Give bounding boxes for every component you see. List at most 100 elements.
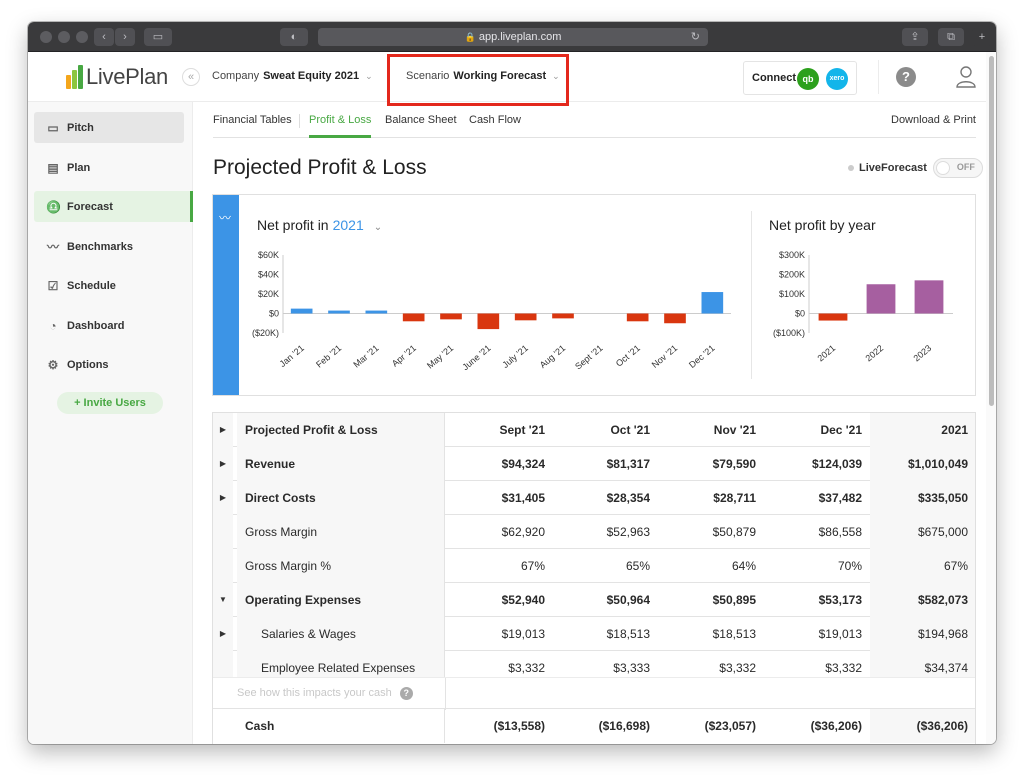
tabs-overview-icon[interactable]: ⧉	[938, 28, 964, 46]
cash-label: Cash	[237, 709, 445, 743]
tab-cash-flow[interactable]: Cash Flow	[469, 114, 521, 126]
sidebar-item-plan[interactable]: ▤ Plan	[34, 152, 184, 183]
bar	[440, 313, 462, 320]
chevron-down-icon[interactable]: ⌄	[373, 222, 383, 233]
expand-arrow-icon[interactable]: ▼	[213, 583, 233, 617]
expand-arrow-icon[interactable]: ▶	[213, 481, 233, 515]
y-tick-label: ($20K)	[252, 328, 279, 338]
expand-arrow-icon[interactable]	[213, 651, 233, 685]
table-row[interactable]: Gross Margin $62,920 $52,963 $50,879 $86,558…	[213, 515, 975, 549]
quickbooks-icon[interactable]: qb	[797, 68, 819, 90]
collapse-sidebar-icon[interactable]: «	[182, 68, 200, 86]
download-print-link[interactable]: Download & Print	[891, 114, 976, 126]
tab-balance-sheet[interactable]: Balance Sheet	[385, 114, 457, 126]
table-row[interactable]: ▼ Operating Expenses $52,940 $50,964 $50,895…	[213, 583, 975, 617]
liveplan-logo[interactable]: LivePlan	[66, 64, 168, 90]
company-selector[interactable]: Company Sweat Equity 2021 ⌄	[212, 70, 373, 82]
expand-arrow-icon[interactable]: ▶	[213, 447, 233, 481]
y-tick-label: $0	[269, 309, 279, 319]
help-icon[interactable]: ?	[399, 687, 413, 700]
document-icon: ▤	[47, 160, 59, 175]
tab-financial-tables[interactable]: Financial Tables	[213, 114, 292, 126]
expand-arrow-icon[interactable]: ▶	[213, 413, 233, 447]
x-tick-label: 2021	[816, 343, 838, 364]
row-label: Direct Costs	[237, 481, 445, 515]
cell-value: $19,013	[501, 627, 545, 641]
bar	[552, 313, 574, 319]
expand-arrow-icon[interactable]	[213, 549, 233, 583]
cash-impact-text: See how this impacts your cash?	[237, 687, 413, 700]
row-label: Salaries & Wages	[237, 617, 445, 651]
y-tick-label: $60K	[258, 250, 279, 260]
cell-value: $28,711	[713, 491, 756, 505]
xero-icon[interactable]: xero	[826, 68, 848, 90]
connect-panel[interactable]: Connect qb xero	[743, 61, 857, 95]
column-header: Nov '21	[713, 423, 756, 437]
bar	[914, 280, 944, 314]
cash-impact-hint[interactable]: See how this impacts your cash?	[213, 677, 975, 710]
sidebar-item-benchmarks[interactable]: 〰 Benchmarks	[34, 231, 184, 262]
table-row[interactable]: ▶ Revenue $94,324 $81,317 $79,590 $124,039 $1,…	[213, 447, 975, 481]
sidebar-item-label: Schedule	[67, 279, 116, 292]
table-row[interactable]: Gross Margin % 67% 65% 64% 70% 67%	[213, 549, 975, 583]
back-icon[interactable]: ‹	[94, 28, 114, 46]
yearly-chart-title: Net profit by year	[769, 217, 876, 233]
reload-icon[interactable]: ↻	[690, 31, 700, 43]
expand-arrow-icon[interactable]	[213, 515, 233, 549]
close-window-button[interactable]	[40, 31, 52, 43]
sidebar-toggle-icon[interactable]: ▭	[144, 28, 172, 46]
table-header-row[interactable]: ▶ Projected Profit & Loss Sept '21 Oct '21 N…	[213, 413, 975, 447]
scenario-selector[interactable]: Scenario Working Forecast ⌄	[406, 70, 560, 82]
x-tick-label: May '21	[425, 343, 455, 371]
sidebar-item-dashboard[interactable]: ◔ Dashboard	[34, 310, 184, 341]
liveforecast-control: LiveForecast OFF	[848, 158, 983, 178]
browser-toolbar: ‹ › ▭ ◐ 🔒 app.liveplan.com ↻ ⇪ ⧉ +	[28, 22, 996, 52]
expand-arrow-icon[interactable]: ▶	[213, 617, 233, 651]
scrollbar-thumb[interactable]	[989, 56, 994, 406]
page-scrollbar[interactable]	[986, 52, 996, 744]
liveforecast-toggle[interactable]: OFF	[932, 158, 983, 178]
maximize-window-button[interactable]	[76, 31, 88, 43]
new-tab-icon[interactable]: +	[972, 28, 992, 46]
share-icon[interactable]: ⇪	[902, 28, 928, 46]
x-tick-label: Feb '21	[314, 343, 343, 370]
help-icon[interactable]: ?	[896, 67, 916, 87]
report-tabs: Financial Tables Profit & Loss Balance S…	[213, 114, 976, 138]
minimize-window-button[interactable]	[58, 31, 70, 43]
sidebar-item-pitch[interactable]: ▭ Pitch	[34, 112, 184, 143]
address-bar[interactable]: 🔒 app.liveplan.com ↻	[318, 28, 708, 46]
y-tick-label: $0	[795, 309, 805, 319]
sidebar-item-schedule[interactable]: ☑ Schedule	[34, 270, 184, 301]
cell-value: $52,963	[606, 525, 650, 539]
highlight-annotation	[387, 54, 569, 106]
cell-value: $94,324	[501, 457, 545, 471]
cell-value: $18,513	[606, 627, 650, 641]
profit-loss-table: ▶ Projected Profit & Loss Sept '21 Oct '21 N…	[212, 412, 976, 744]
cell-value: $28,354	[606, 491, 650, 505]
bar	[290, 308, 313, 314]
privacy-shield-icon[interactable]: ◐	[280, 28, 308, 46]
bar	[328, 310, 350, 314]
forward-icon[interactable]: ›	[115, 28, 135, 46]
user-profile-icon[interactable]	[956, 66, 976, 88]
column-header: Dec '21	[820, 423, 862, 437]
table-row[interactable]: ▶ Salaries & Wages $19,013 $18,513 $18,513 $1…	[213, 617, 975, 651]
table-row[interactable]: ▶ Direct Costs $31,405 $28,354 $28,711 $37,48…	[213, 481, 975, 515]
logo-text: LivePlan	[86, 64, 168, 89]
sidebar-item-label: Plan	[67, 161, 91, 174]
sidebar-item-options[interactable]: ⚙ Options	[34, 349, 184, 380]
cell-value: $50,964	[606, 593, 650, 607]
sidebar-item-forecast[interactable]: ♎ Forecast	[34, 191, 193, 222]
sidebar: ▭ Pitch ▤ Plan ♎ Forecast 〰 Benchmarks ☑ Sche…	[28, 102, 193, 744]
tab-profit-loss[interactable]: Profit & Loss	[309, 114, 372, 138]
cell-value: $1,010,049	[870, 447, 975, 481]
invite-users-button[interactable]: + Invite Users	[57, 392, 163, 414]
net-profit-chart-panel: 〰 Net profit in 2021 ⌄ $60K $40K $20K $0 ($20K…	[212, 194, 976, 396]
x-tick-label: Sept '21	[573, 343, 605, 372]
cell-value: 67%	[520, 559, 545, 573]
cell-value: $79,590	[712, 457, 756, 471]
year-selector[interactable]: 2021	[332, 217, 364, 233]
cell-value: $582,073	[870, 583, 975, 617]
monthly-chart-title: Net profit in 2021 ⌄	[257, 217, 382, 233]
chevron-down-icon: ⌄	[365, 71, 373, 81]
